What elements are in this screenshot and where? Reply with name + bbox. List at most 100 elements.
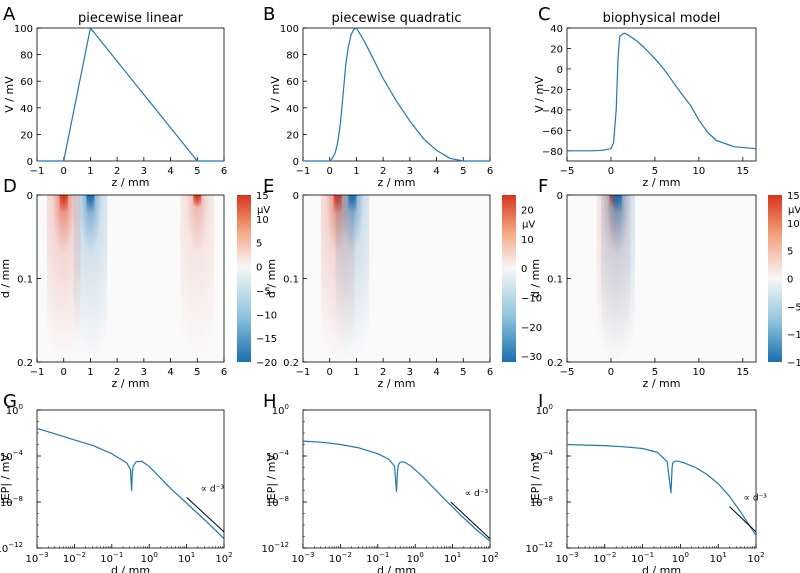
x-tick-label-A: 3 [141,166,147,177]
y-axis-label-H: |EP| / mV [265,454,278,504]
x-axis-label-F: z / mm [643,377,681,390]
x-axis-label-A: z / mm [112,176,150,189]
x-tick-label-H: 101 [444,551,461,565]
panel-letter-C: C [538,4,551,25]
axes-frame-C [566,27,757,162]
x-tick-label-C: 0 [608,166,614,177]
colorbar-label-E: µV [522,220,535,231]
x-tick-label-F: 0 [608,367,614,378]
heat-core-D-2 [193,195,202,208]
x-tick-label-C: 15 [736,166,749,177]
y-tick-label-B: 100 [280,24,299,35]
colorbar-tick-D: 15 [256,191,269,202]
y-axis-label-A: V / mV [3,76,16,113]
exponent: 2 [228,551,232,559]
exponent: 0 [685,551,689,559]
heatmap-background-F [567,195,756,362]
y-tick-label-A: 40 [20,104,33,115]
x-axis-label-C: z / mm [643,176,681,189]
x-tick-label-G: 100 [141,551,158,565]
y-tick-label-I: 100 [536,403,553,417]
colorbar-tick-D: 0 [256,263,262,274]
y-tick-label-A: 60 [20,77,33,88]
heat-core-F-1 [613,195,622,213]
exponent: 0 [19,403,23,411]
exponent: −3 [304,551,314,559]
x-tick-label-A: −1 [30,166,45,177]
y-tick-label-H: 100 [272,403,289,417]
exponent: −3 [568,551,578,559]
annotation-G: ∝ d⁻³ [201,484,225,494]
panel-letter-A: A [3,4,16,25]
panel-letter-E: E [263,176,274,197]
x-axis-label-I: d / mm [642,564,681,573]
exponent: −12 [8,541,23,549]
x-tick-label-E: 6 [487,367,493,378]
y-tick-label-D: 0.1 [17,275,33,286]
panel-title-B: piecewise quadratic [331,11,461,26]
x-axis-label-E: z / mm [378,377,416,390]
x-tick-label-I: 100 [672,551,689,565]
y-axis-label-E: d / mm [265,259,278,298]
series-line-H-0 [302,440,491,542]
exponent: −2 [606,551,616,559]
exponent: 1 [722,551,726,559]
axes-frame-H [302,409,491,549]
y-tick-label-B: 0 [293,157,299,168]
y-tick-label-E: 0.1 [283,275,299,286]
x-tick-label-B: 3 [407,166,413,177]
x-tick-label-I: 101 [710,551,727,565]
axes-frame-B [302,27,491,162]
x-tick-label-I: 10−1 [631,551,654,565]
heat-source-D-2 [180,195,215,362]
y-tick-label-A: 0 [27,157,33,168]
series-line-I-0 [566,443,757,536]
x-tick-label-G: 10−2 [63,551,86,565]
x-tick-label-I: 102 [747,551,764,565]
y-tick-label-B: 40 [286,104,299,115]
y-tick-label-G: 100 [6,403,23,417]
colorbar-tick-F: 15 [787,191,800,202]
x-tick-label-D: −1 [30,367,45,378]
x-tick-label-F: 5 [652,367,658,378]
heat-core-D-0 [59,195,68,213]
exponent: 0 [285,403,289,411]
exponent: 1 [457,551,461,559]
y-tick-label-A: 80 [20,51,33,62]
exponent: 0 [153,551,157,559]
colorbar-tick-E: 20 [521,206,534,217]
exponent: −8 [543,495,553,503]
x-tick-label-H: 10−3 [291,551,314,565]
exponent: 0 [549,403,553,411]
colorbar-tick-D: 5 [256,239,262,250]
x-tick-label-E: 1 [353,367,359,378]
y-tick-label-B: 20 [286,130,299,141]
exponent: 1 [191,551,195,559]
x-tick-label-A: 1 [87,166,93,177]
x-tick-label-A: 5 [194,166,200,177]
x-tick-label-E: 2 [380,367,386,378]
exponent: −8 [13,495,23,503]
axes-frame-A [36,27,225,162]
x-tick-label-D: 6 [221,367,227,378]
x-tick-label-B: 0 [327,166,333,177]
x-tick-label-D: 4 [167,367,173,378]
annotation-I: ∝ d⁻³ [744,494,768,504]
x-tick-label-I: 10−2 [593,551,616,565]
colorbar-tick-D: −10 [256,310,277,321]
y-axis-label-B: V / mV [269,76,282,113]
x-axis-label-D: z / mm [112,377,150,390]
y-axis-label-C: V / mV [533,76,546,113]
y-tick-label-C: −40 [542,106,563,117]
y-tick-label-C: 40 [550,24,563,35]
x-tick-label-E: 3 [407,367,413,378]
y-tick-label-H: 10−12 [261,541,289,555]
y-tick-label-G: 10−12 [0,541,23,555]
x-tick-label-B: 5 [460,166,466,177]
exponent: −8 [279,495,289,503]
colorbar-D [237,195,251,362]
heat-source-E-1 [335,195,370,362]
colorbar-tick-F: −5 [787,302,800,313]
heat-source-F-1 [600,195,635,362]
